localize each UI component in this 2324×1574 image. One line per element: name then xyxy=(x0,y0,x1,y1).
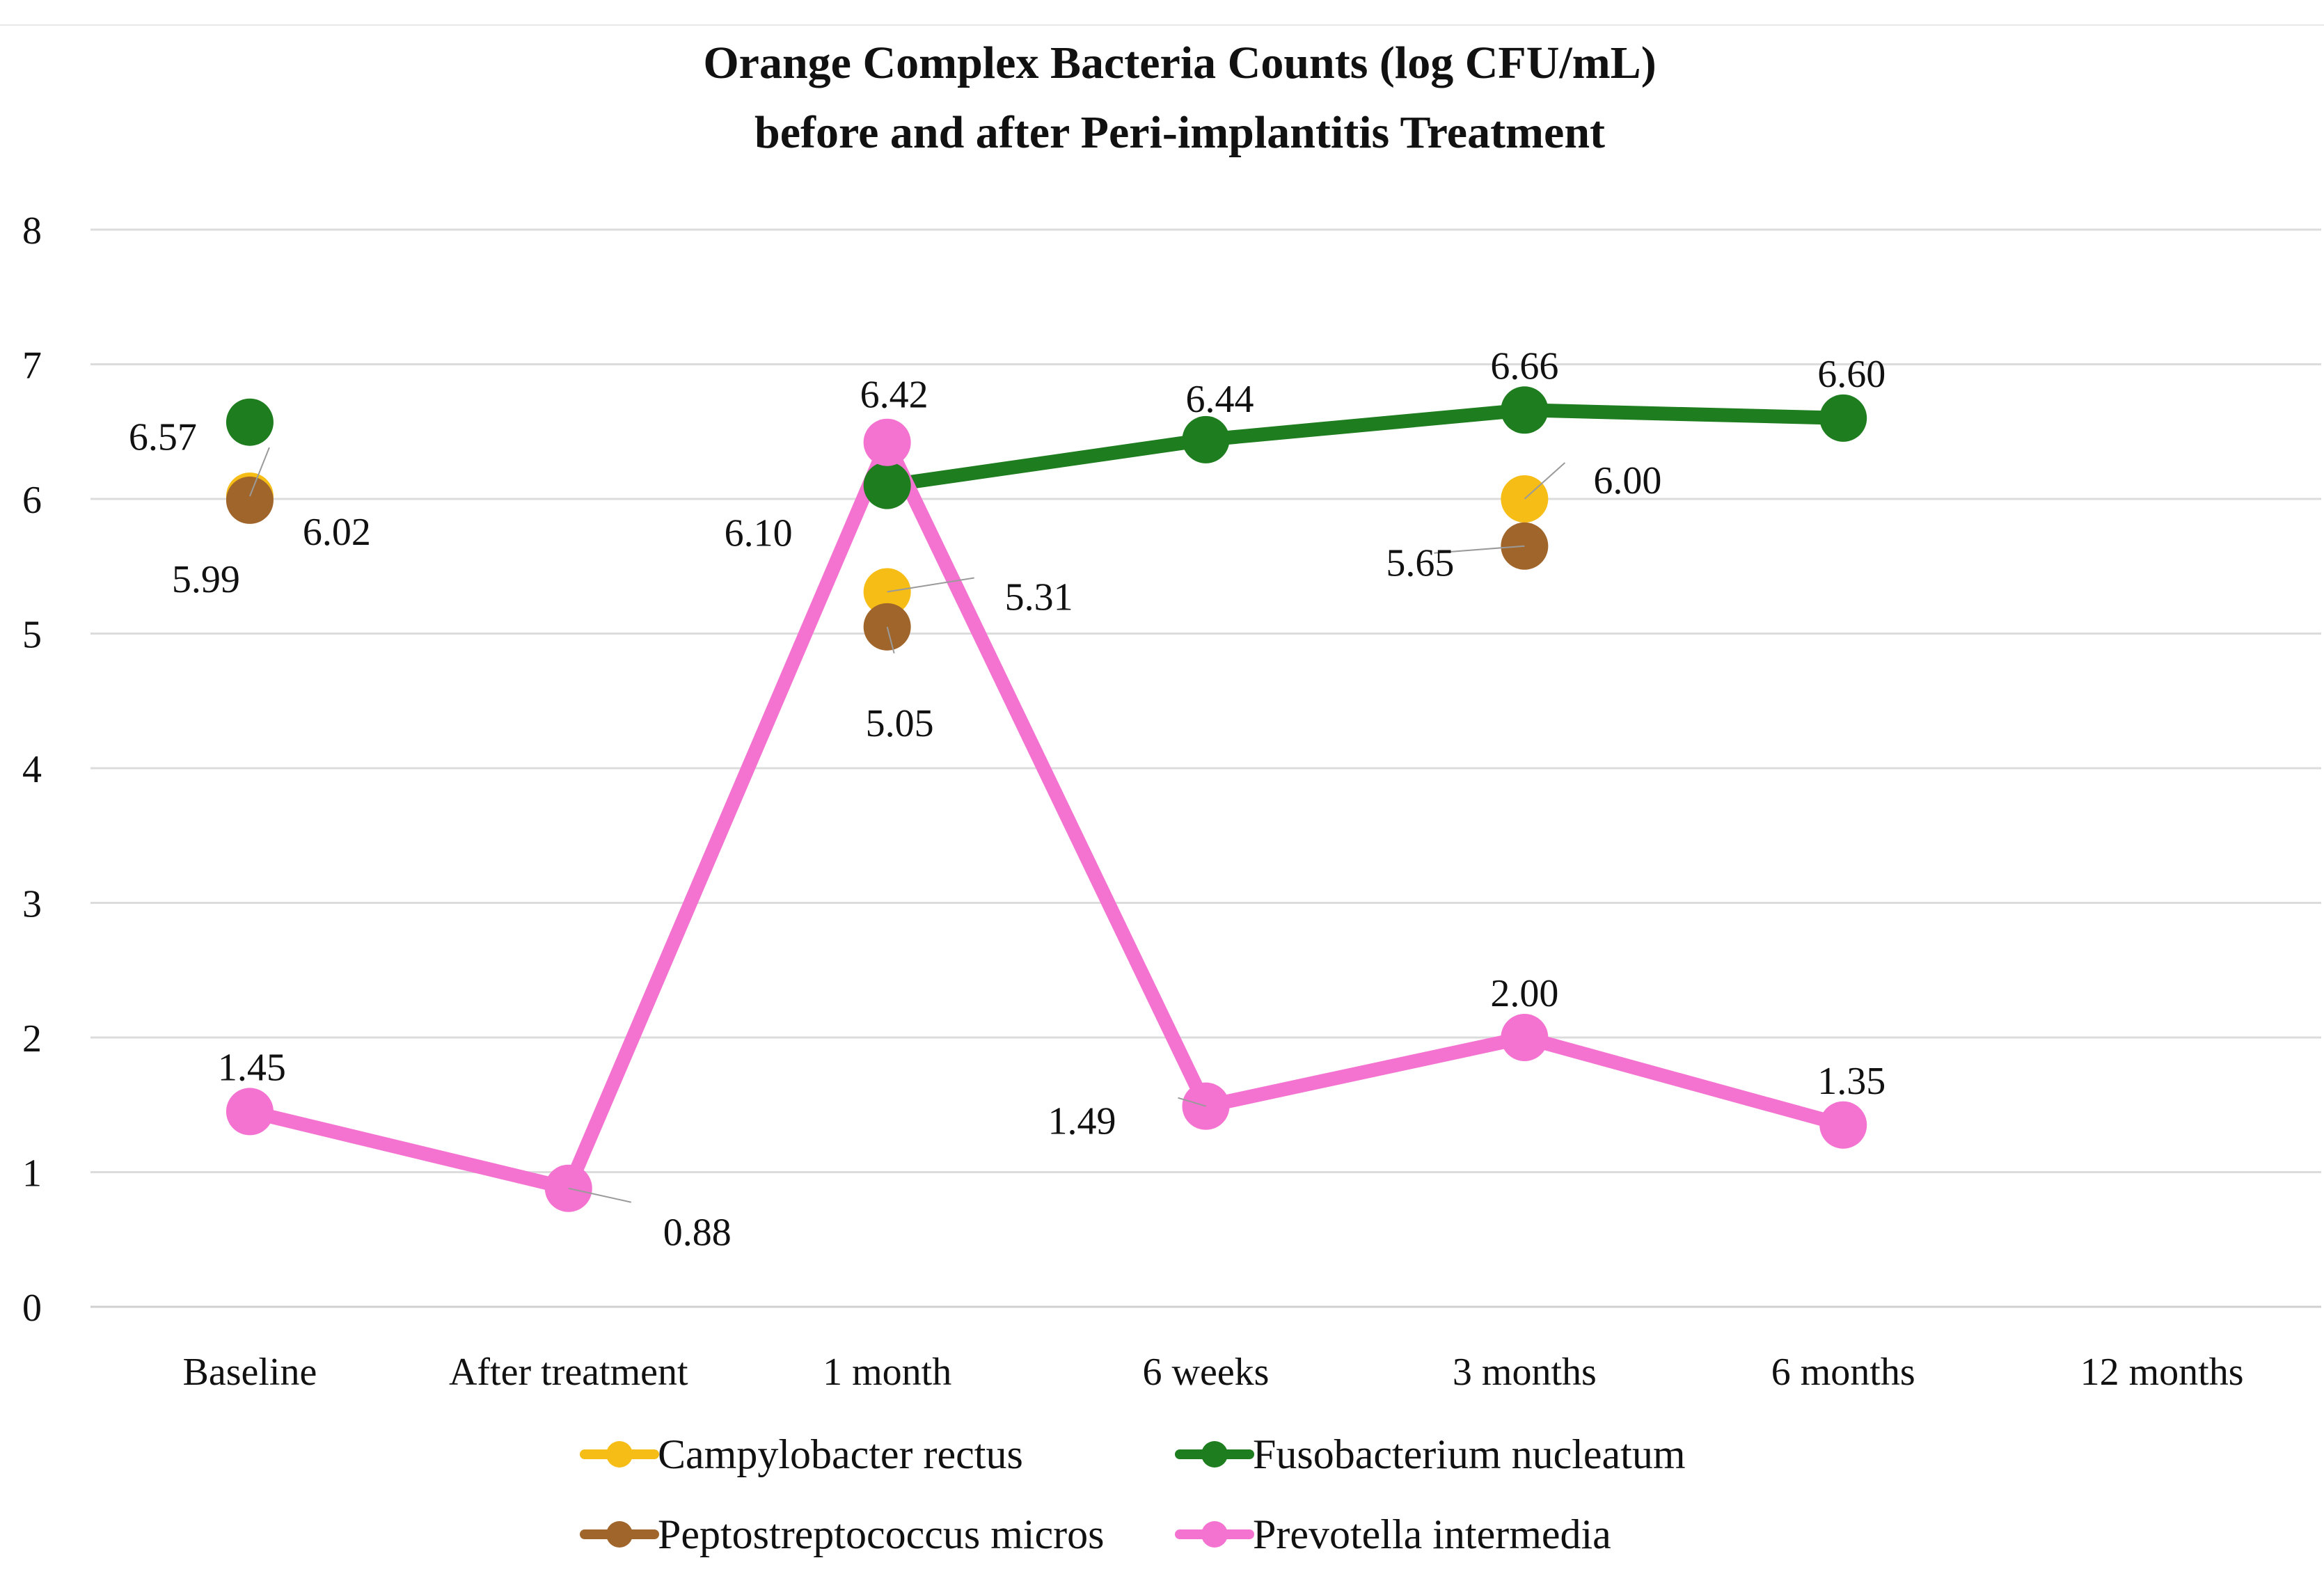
data-label: 6.66 xyxy=(1490,344,1558,388)
legend-swatch-marker xyxy=(606,1441,633,1468)
data-label: 5.31 xyxy=(1005,576,1073,619)
data-label: 6.60 xyxy=(1817,353,1886,396)
x-tick-label: 3 months xyxy=(1453,1351,1597,1394)
data-point xyxy=(1819,1101,1867,1149)
y-tick-label: 1 xyxy=(22,1152,42,1195)
y-tick-label: 8 xyxy=(22,209,42,253)
data-point xyxy=(1819,394,1867,442)
data-label: 6.10 xyxy=(725,512,793,555)
data-label: 1.45 xyxy=(218,1046,286,1089)
y-tick-label: 3 xyxy=(22,883,42,926)
y-tick-label: 0 xyxy=(22,1287,42,1330)
x-tick-label: Baseline xyxy=(183,1351,317,1394)
y-tick-label: 5 xyxy=(22,614,42,657)
series-line-segment xyxy=(1517,403,1851,425)
data-point xyxy=(226,398,274,446)
series-line-segment xyxy=(880,435,1213,1113)
data-label: 2.00 xyxy=(1490,972,1558,1015)
data-point xyxy=(863,418,911,466)
x-tick-label: 6 months xyxy=(1771,1351,1915,1394)
y-tick-label: 4 xyxy=(22,748,42,791)
data-label: 5.65 xyxy=(1386,542,1454,585)
x-tick-label: 1 month xyxy=(823,1351,951,1394)
legend-swatch-marker xyxy=(1201,1521,1228,1548)
data-label: 1.49 xyxy=(1048,1100,1116,1143)
series-line-segment xyxy=(242,1104,576,1195)
data-label-leader xyxy=(568,1187,632,1203)
x-tick-label: 12 months xyxy=(2080,1351,2244,1394)
chart-title-line: Orange Complex Bacteria Counts (log CFU/… xyxy=(703,38,1656,88)
data-label: 6.02 xyxy=(303,511,371,554)
legend-label: Campylobacter rectus xyxy=(658,1431,1023,1477)
data-label-leader xyxy=(249,447,270,497)
data-label: 5.05 xyxy=(866,702,934,745)
data-point xyxy=(226,1088,274,1136)
data-label-leader xyxy=(1524,462,1566,500)
legend-label: Fusobacterium nucleatum xyxy=(1253,1431,1686,1477)
series-line-segment xyxy=(1199,1031,1532,1113)
data-label: 6.57 xyxy=(129,416,197,459)
data-label-leader xyxy=(1178,1097,1206,1107)
legend-swatch-marker xyxy=(606,1521,633,1548)
x-tick-label: 6 weeks xyxy=(1143,1351,1270,1394)
data-point xyxy=(1182,415,1230,463)
data-point xyxy=(226,476,274,524)
y-tick-label: 6 xyxy=(22,479,42,522)
data-point xyxy=(863,461,911,509)
legend-label: Prevotella intermedia xyxy=(1253,1511,1611,1557)
data-label-leader xyxy=(886,626,895,654)
series-line-segment xyxy=(561,435,894,1195)
x-tick-label: After treatment xyxy=(449,1351,688,1394)
series-line-segment xyxy=(1517,1031,1851,1132)
data-point xyxy=(1501,386,1549,434)
data-label: 6.00 xyxy=(1593,459,1661,502)
data-label: 0.88 xyxy=(663,1211,732,1255)
series-line-segment xyxy=(880,432,1213,493)
data-label-leader xyxy=(887,577,974,593)
data-label: 5.99 xyxy=(172,558,240,601)
data-label: 6.42 xyxy=(860,374,928,417)
data-label: 6.44 xyxy=(1186,378,1254,421)
series-line-segment xyxy=(1199,403,1532,447)
data-label-leader xyxy=(1434,545,1525,554)
data-point xyxy=(1501,1014,1549,1061)
y-tick-label: 2 xyxy=(22,1017,42,1060)
y-tick-label: 7 xyxy=(22,344,42,388)
chart-title-line: before and after Peri-implantitis Treatm… xyxy=(754,107,1605,158)
legend-swatch-marker xyxy=(1201,1441,1228,1468)
legend-label: Peptostreptococcus micros xyxy=(658,1511,1105,1557)
data-label: 1.35 xyxy=(1817,1060,1886,1103)
